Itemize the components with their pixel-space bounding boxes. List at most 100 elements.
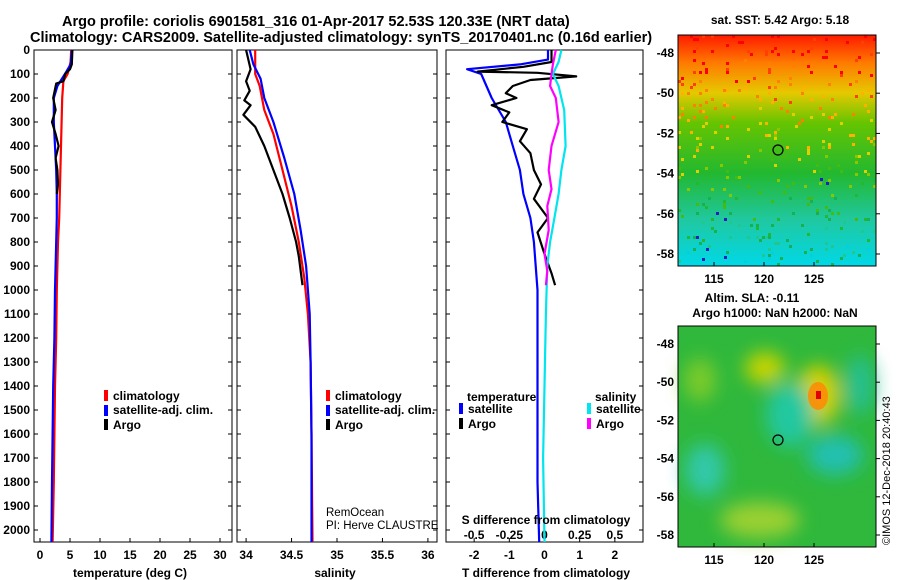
sst-pixel — [816, 212, 819, 215]
sst-pixel — [825, 242, 828, 245]
sst-pixel — [789, 83, 792, 86]
sst-pixel — [789, 197, 792, 200]
sst-pixel — [699, 143, 702, 146]
sst-pixel — [708, 197, 711, 200]
sst-map-y-ticks: -48 -50 -52 -54 -56 -58 — [657, 46, 880, 261]
sst-map-texture — [678, 35, 876, 266]
sst-pixel — [867, 152, 870, 155]
sst-pixel — [702, 258, 705, 261]
sst-pixel — [729, 221, 732, 224]
sst-pixel — [681, 77, 684, 80]
sst-pixel — [678, 80, 681, 83]
sst-pixel — [867, 173, 870, 176]
sst-pixel — [873, 38, 876, 41]
legend-swatch-satellite-adj — [326, 405, 330, 416]
salinity-x-ticks: 34 34.5 35 35.5 36 — [239, 538, 435, 562]
sst-pixel — [750, 224, 753, 227]
map-y-tick-label: -48 — [657, 337, 675, 351]
sst-pixel — [744, 260, 747, 263]
sst-pixel — [780, 257, 783, 260]
legend-label-argo: Argo — [335, 418, 363, 432]
x-tick-label: 25 — [183, 548, 197, 562]
difference-legend-right: satellite Argo — [587, 402, 641, 431]
sst-pixel — [786, 239, 789, 242]
sst-pixel — [864, 35, 867, 38]
s-tick-label: 0.25 — [568, 528, 592, 542]
sst-pixel — [732, 35, 735, 38]
sst-pixel — [822, 56, 825, 59]
sst-pixel — [768, 92, 771, 95]
sst-pixel — [759, 239, 762, 242]
depth-tick-label: 1800 — [3, 475, 30, 489]
sst-pixel — [693, 38, 696, 41]
sst-pixel — [825, 227, 828, 230]
sst-pixel — [723, 203, 726, 206]
sst-pixel — [738, 224, 741, 227]
legend-swatch-argo-t — [459, 418, 463, 429]
depth-tick-label: 700 — [10, 211, 30, 225]
sla-anomaly-low-center — [766, 383, 814, 447]
sst-pixel — [807, 197, 810, 200]
sst-pixel — [831, 245, 834, 248]
x-tick-label: 0 — [37, 548, 44, 562]
map-y-tick-label: -54 — [657, 452, 675, 466]
sla-anomaly-high-nw — [745, 352, 785, 384]
sst-pixel — [786, 146, 789, 149]
depth-tick-label: 1100 — [4, 307, 30, 321]
depth-tick-label: 1600 — [3, 427, 30, 441]
sst-pixel — [693, 155, 696, 158]
sst-pixel — [690, 86, 693, 89]
series-line-satellite-salinity- — [541, 49, 567, 543]
sst-pixel — [705, 122, 708, 125]
sst-pixel — [753, 77, 756, 80]
sst-argo-position-marker — [772, 144, 784, 156]
sst-pixel — [774, 98, 777, 101]
x-tick-label: 15 — [123, 548, 137, 562]
sst-pixel — [693, 71, 696, 74]
sst-pixel — [687, 119, 690, 122]
map-x-tick-label: 125 — [804, 553, 824, 567]
sst-pixel — [696, 236, 699, 239]
sst-pixel — [696, 149, 699, 152]
map-x-tick-label: 120 — [754, 553, 774, 567]
legend-swatch-satellite-t — [459, 403, 463, 414]
sst-pixel — [822, 146, 825, 149]
sst-pixel — [849, 83, 852, 86]
sst-pixel — [681, 113, 684, 116]
sst-pixel — [678, 86, 681, 89]
sst-pixel — [819, 170, 822, 173]
sst-pixel — [681, 83, 684, 86]
salinity-panel: 34 34.5 35 35.5 36 salinity climatology sate… — [236, 49, 439, 580]
sst-pixel — [723, 188, 726, 191]
sst-pixel — [720, 164, 723, 167]
x-tick-label: 34 — [239, 548, 253, 562]
salinity-x-label: salinity — [314, 566, 356, 580]
sst-pixel — [807, 50, 810, 53]
header-line-2: Climatology: CARS2009. Satellite-adjuste… — [30, 30, 652, 46]
series-line-satellite-temperature- — [466, 50, 550, 543]
depth-tick-label: 1900 — [3, 499, 30, 513]
sst-pixel — [723, 101, 726, 104]
sst-pixel — [723, 89, 726, 92]
sst-pixel — [810, 98, 813, 101]
depth-tick-label: 1200 — [3, 331, 30, 345]
sst-pixel — [801, 119, 804, 122]
depth-tick-label: 300 — [10, 115, 30, 129]
salinity-legend: climatology satellite-adj. clim. Argo — [326, 389, 435, 432]
sst-pixel — [820, 178, 823, 181]
sst-pixel — [807, 152, 810, 155]
sst-pixel — [738, 89, 741, 92]
sst-pixel — [729, 236, 732, 239]
sst-pixel — [819, 107, 822, 110]
sst-pixel — [768, 62, 771, 65]
sst-pixel — [768, 233, 771, 236]
map-x-tick-label: 115 — [704, 272, 724, 286]
depth-tick-label: 2000 — [3, 523, 30, 537]
sst-pixel — [777, 128, 780, 131]
x-tick-label: 34.5 — [280, 548, 304, 562]
difference-lines — [466, 49, 578, 543]
sst-pixel — [699, 137, 702, 140]
map-y-tick-label: -48 — [657, 46, 675, 60]
sst-pixel — [867, 89, 870, 92]
sst-map-frame — [677, 34, 877, 267]
